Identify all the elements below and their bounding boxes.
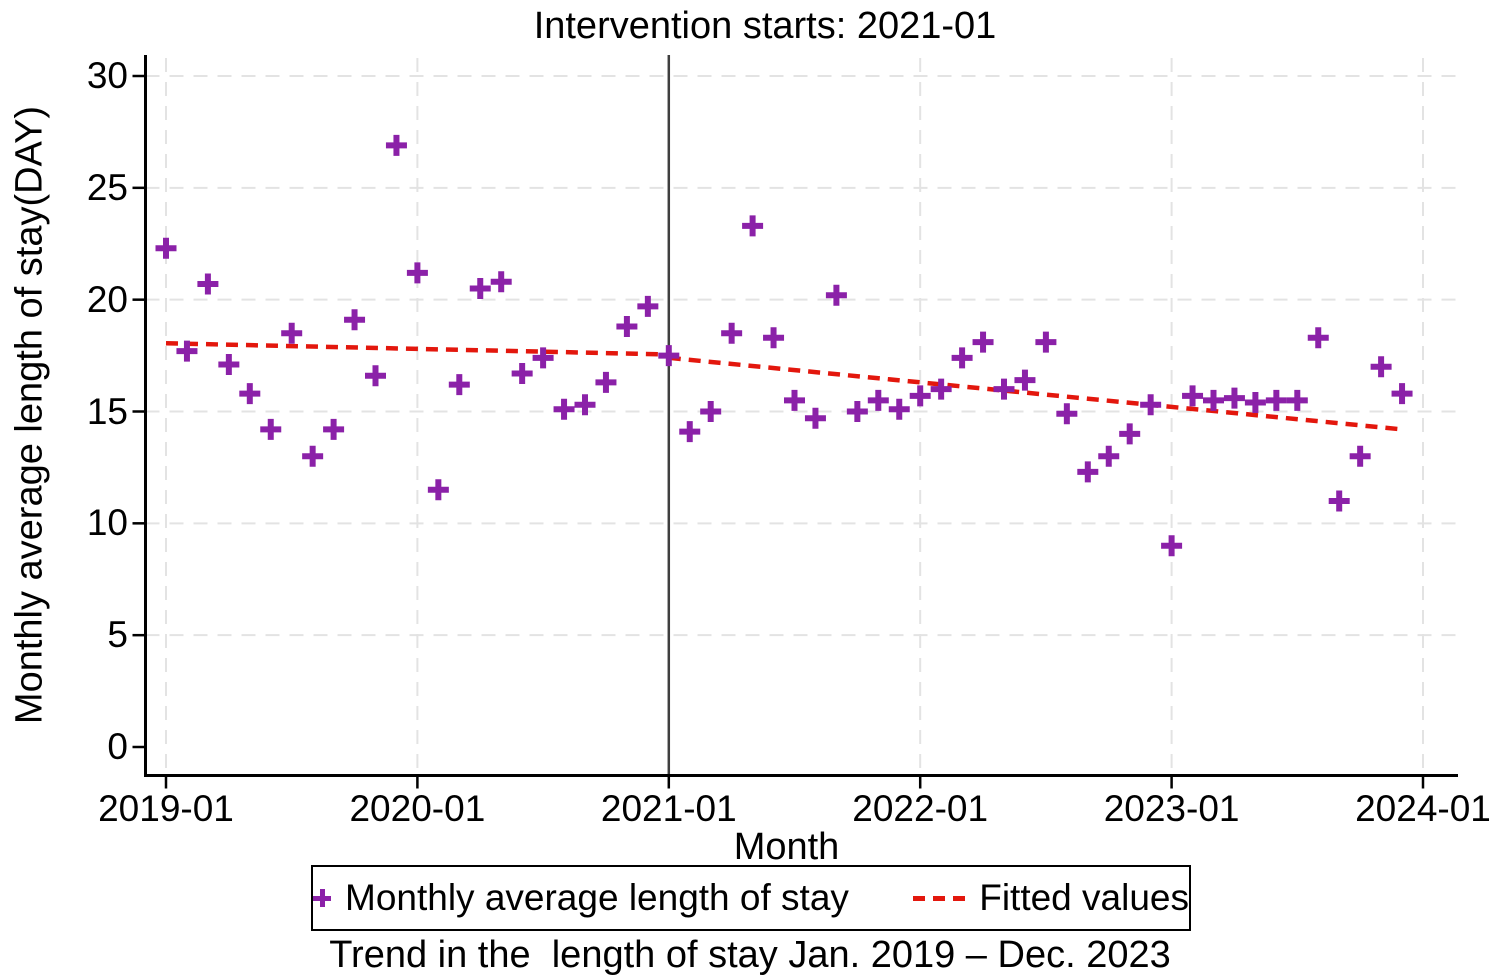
data-point-marker xyxy=(511,362,533,384)
data-point-marker xyxy=(1014,369,1036,391)
data-point-marker xyxy=(1056,403,1078,425)
data-point-marker xyxy=(679,421,701,443)
x-tick-label: 2024-01 xyxy=(1355,788,1491,829)
data-point-marker xyxy=(1265,389,1287,411)
data-point-marker xyxy=(804,407,826,429)
data-point-marker xyxy=(323,418,345,440)
y-tick-label: 5 xyxy=(107,614,128,656)
data-point-marker xyxy=(721,322,743,344)
x-tick-label: 2022-01 xyxy=(852,788,989,829)
data-point-marker xyxy=(1098,445,1120,467)
fitted-line-dash-icon xyxy=(913,895,966,901)
data-point-marker xyxy=(700,401,722,422)
data-point-marker xyxy=(281,322,303,344)
x-axis-title: Month xyxy=(733,826,840,868)
y-tick-label: 25 xyxy=(86,166,128,208)
data-point-marker xyxy=(197,273,219,295)
data-point-marker xyxy=(846,401,868,422)
scatter-plus-marker-icon xyxy=(313,889,331,907)
data-point-marker xyxy=(595,371,617,393)
data-point-marker xyxy=(888,398,910,420)
data-point-marker xyxy=(658,345,680,367)
data-point-marker xyxy=(637,295,659,317)
fitted-line-segment xyxy=(165,341,669,357)
y-tick-label: 10 xyxy=(86,502,128,544)
data-point-marker xyxy=(1328,490,1350,512)
data-point-marker xyxy=(993,378,1015,400)
data-point-marker xyxy=(574,394,596,416)
data-point-marker xyxy=(155,237,177,259)
data-point-marker xyxy=(260,418,282,440)
data-point-marker xyxy=(302,445,324,467)
y-tick-label: 20 xyxy=(86,278,128,320)
x-tick-label: 2023-01 xyxy=(1103,788,1240,829)
data-point-marker xyxy=(365,365,386,387)
data-point-marker xyxy=(1140,394,1162,416)
data-point-marker xyxy=(239,383,261,405)
data-point-marker xyxy=(1370,356,1392,378)
data-point-marker xyxy=(742,215,764,237)
legend-label-fitted: Fitted values xyxy=(979,877,1189,918)
data-point-marker xyxy=(218,354,240,376)
x-tick-label: 2020-01 xyxy=(349,788,486,829)
data-point-marker xyxy=(176,340,198,362)
data-point-marker xyxy=(1182,385,1204,407)
chart-title: Intervention starts: 2021-01 xyxy=(533,5,997,47)
data-point-marker xyxy=(490,271,512,293)
plus-icon-vertical-bar xyxy=(320,889,325,907)
data-point-marker xyxy=(427,479,449,501)
data-point-marker xyxy=(1391,383,1413,405)
data-point-marker xyxy=(1349,445,1371,467)
data-point-marker xyxy=(406,262,428,284)
data-point-marker xyxy=(532,347,554,369)
data-point-marker xyxy=(1077,461,1099,483)
data-point-marker xyxy=(1119,423,1141,445)
data-point-marker xyxy=(1035,331,1057,353)
data-point-marker xyxy=(930,378,952,400)
data-point-marker xyxy=(344,309,366,331)
data-point-marker xyxy=(1161,535,1183,557)
data-point-marker xyxy=(385,134,407,156)
data-point-marker xyxy=(1307,327,1329,349)
data-point-marker xyxy=(616,316,638,338)
data-point-marker xyxy=(972,331,994,353)
data-point-marker xyxy=(867,389,889,411)
data-point-marker xyxy=(825,284,847,306)
legend-label-scatter: Monthly average length of stay xyxy=(345,877,849,918)
legend: Monthly average length of stay Fitted va… xyxy=(311,865,1191,931)
y-tick-label: 0 xyxy=(107,726,128,767)
y-tick-label: 30 xyxy=(86,55,128,96)
data-point-marker xyxy=(1286,389,1308,411)
data-point-marker xyxy=(1223,387,1245,409)
data-point-marker xyxy=(553,398,575,420)
chart-caption: Trend in the length of stay Jan. 2019 – … xyxy=(329,934,1171,976)
data-point-marker xyxy=(1203,389,1224,411)
data-point-marker xyxy=(448,374,470,396)
x-tick-label: 2019-01 xyxy=(98,788,234,829)
data-point-marker xyxy=(909,385,931,407)
data-point-marker xyxy=(951,347,973,369)
data-point-marker xyxy=(1244,392,1266,414)
data-point-marker xyxy=(763,327,785,349)
data-point-marker xyxy=(784,389,805,411)
x-tick-label: 2021-01 xyxy=(600,788,737,829)
data-point-marker xyxy=(469,277,491,299)
y-tick-label: 15 xyxy=(86,390,128,432)
fitted-line-segment xyxy=(668,355,1403,432)
